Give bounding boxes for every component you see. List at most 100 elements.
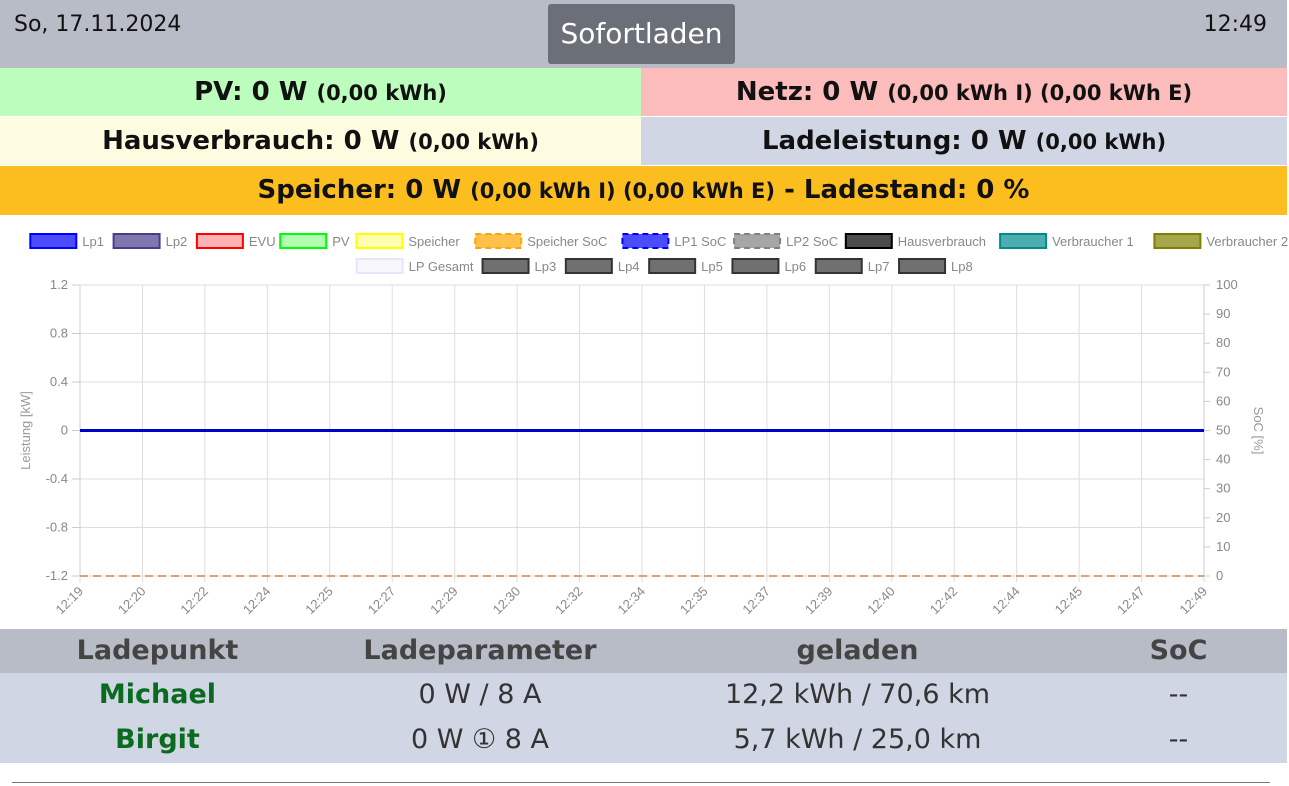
charge-point-table: Ladepunkt Ladeparameter geladen SoC Mich… <box>0 629 1287 763</box>
grid-energy: (0,00 kWh I) (0,00 kWh E) <box>887 81 1193 105</box>
y2-tick-label: 60 <box>1216 393 1230 408</box>
y-tick-label: 0.4 <box>50 374 68 389</box>
x-tick-label: 12:37 <box>739 584 773 618</box>
x-tick-label: 12:49 <box>1177 584 1211 618</box>
legend-label: Lp2 <box>166 234 188 249</box>
x-tick-label: 12:34 <box>615 584 649 618</box>
legend-label: Speicher <box>408 234 460 249</box>
x-tick-label: 12:47 <box>1114 584 1148 618</box>
legend-label: Hausverbrauch <box>898 234 986 249</box>
column-header-ladeparameter: Ladeparameter <box>363 635 597 666</box>
y-tick-label: -1.2 <box>46 568 68 583</box>
grid-summary: Netz: 0 W (0,00 kWh I) (0,00 kWh E) <box>641 68 1287 116</box>
charged-amount: 5,7 kWh / 25,0 km <box>733 724 982 755</box>
legend-label: PV <box>332 234 350 249</box>
storage-soc: - Ladestand: 0 % <box>784 175 1030 205</box>
legend-swatch <box>279 233 328 249</box>
table-row[interactable]: Birgit 0 W ① 8 A 5,7 kWh / 25,0 km -- <box>0 718 1287 763</box>
x-tick-label: 12:44 <box>989 584 1023 618</box>
charge-parameters: 0 W ① 8 A <box>410 724 550 755</box>
house-power: Hausverbrauch: 0 W <box>102 126 400 156</box>
y2-tick-label: 50 <box>1216 423 1230 438</box>
legend-swatch <box>814 258 863 274</box>
charging-power: Ladeleistung: 0 W <box>761 126 1027 156</box>
y-tick-label: 1.2 <box>50 277 68 292</box>
vehicle-soc: -- <box>1168 679 1189 710</box>
charge-point-name[interactable]: Birgit <box>115 724 200 755</box>
bottom-divider <box>12 782 1270 783</box>
legend-swatch <box>621 233 670 249</box>
legend-label: LP1 SoC <box>674 234 726 249</box>
legend-label: Lp6 <box>784 259 806 274</box>
x-tick-label: 12:30 <box>490 584 524 618</box>
y2-tick-label: 100 <box>1216 277 1238 292</box>
legend-swatch <box>112 233 161 249</box>
y2-tick-label: 90 <box>1216 306 1230 321</box>
y2-tick-label: 20 <box>1216 510 1230 525</box>
y-axis-title: Leistung [kW] <box>18 391 33 470</box>
x-tick-label: 12:27 <box>365 584 399 618</box>
column-header-soc: SoC <box>1149 635 1208 666</box>
y-tick-label: 0.8 <box>50 326 68 341</box>
x-tick-label: 12:35 <box>677 584 711 618</box>
y2-axis-title: SoC [%] <box>1251 407 1266 455</box>
legend-swatch <box>481 258 530 274</box>
legend-label: LP2 SoC <box>786 234 838 249</box>
x-tick-label: 12:32 <box>552 584 586 618</box>
y2-tick-label: 0 <box>1216 568 1223 583</box>
x-tick-label: 12:29 <box>427 584 461 618</box>
storage-energy: (0,00 kWh I) (0,00 kWh E) <box>470 179 775 203</box>
house-consumption-summary: Hausverbrauch: 0 W (0,00 kWh) <box>0 117 641 165</box>
charge-point-name[interactable]: Michael <box>98 679 217 710</box>
charge-parameters: 0 W / 8 A <box>418 679 542 710</box>
legend-label: Lp8 <box>951 259 973 274</box>
y2-tick-label: 10 <box>1216 539 1230 554</box>
legend-swatch <box>844 233 893 249</box>
x-tick-label: 12:42 <box>927 584 961 618</box>
charging-energy: (0,00 kWh) <box>1035 130 1167 154</box>
grid-power: Netz: 0 W <box>735 77 879 107</box>
legend-label: Lp7 <box>868 259 890 274</box>
legend-label: Lp1 <box>82 234 104 249</box>
legend-label: EVU <box>249 234 276 249</box>
legend-label: Lp5 <box>701 259 723 274</box>
legend-label: Verbraucher 2 <box>1206 234 1288 249</box>
x-tick-label: 12:19 <box>53 584 87 618</box>
y-tick-label: 0 <box>61 423 68 438</box>
y2-tick-label: 40 <box>1216 452 1230 467</box>
legend-label: Speicher SoC <box>527 234 607 249</box>
storage-power: Speicher: 0 W <box>257 175 462 205</box>
legend-swatch <box>195 233 244 249</box>
pv-power: PV: 0 W <box>194 77 308 107</box>
x-tick-label: 12:25 <box>302 584 336 618</box>
legend-label: Lp3 <box>535 259 557 274</box>
x-tick-label: 12:39 <box>802 584 836 618</box>
legend-label: Lp4 <box>618 259 640 274</box>
y-tick-label: -0.4 <box>46 471 68 486</box>
storage-summary: Speicher: 0 W (0,00 kWh I) (0,00 kWh E) … <box>0 166 1287 215</box>
legend-swatch <box>898 258 947 274</box>
table-row[interactable]: Michael 0 W / 8 A 12,2 kWh / 70,6 km -- <box>0 673 1287 718</box>
legend-swatch <box>648 258 697 274</box>
charged-amount: 12,2 kWh / 70,6 km <box>724 679 991 710</box>
legend-swatch <box>29 233 78 249</box>
legend-swatch <box>999 233 1048 249</box>
legend-swatch <box>564 258 613 274</box>
legend-swatch <box>355 233 404 249</box>
power-chart: Lp1 Lp2 EVU PV Speicher Speicher SoC LP1 SoC LP… <box>18 233 1288 618</box>
x-tick-label: 12:20 <box>115 584 149 618</box>
legend-swatch <box>355 258 404 274</box>
y2-tick-label: 70 <box>1216 364 1230 379</box>
y2-tick-label: 30 <box>1216 481 1230 496</box>
legend-swatch <box>474 233 523 249</box>
y-tick-label: -0.8 <box>46 520 68 535</box>
column-header-ladepunkt: Ladepunkt <box>76 635 239 666</box>
x-tick-label: 12:22 <box>177 584 211 618</box>
x-tick-label: 12:40 <box>864 584 898 618</box>
x-tick-label: 12:45 <box>1052 584 1086 618</box>
y2-tick-label: 80 <box>1216 335 1230 350</box>
charge-mode-button[interactable]: Sofortladen <box>548 4 735 64</box>
legend-swatch <box>1153 233 1202 249</box>
pv-summary: PV: 0 W (0,00 kWh) <box>0 68 641 116</box>
legend-swatch <box>731 258 780 274</box>
